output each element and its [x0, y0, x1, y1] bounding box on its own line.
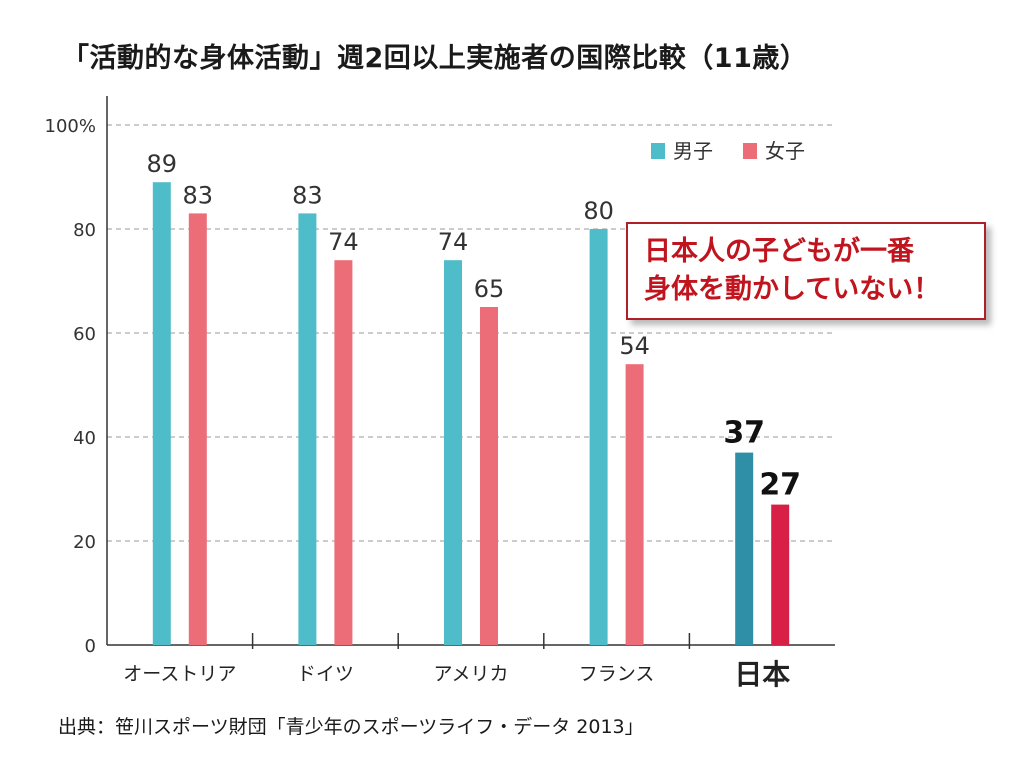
category-label: アメリカ — [433, 663, 508, 685]
bar-boys — [152, 182, 171, 645]
value-label: 54 — [619, 332, 650, 360]
category-label: フランス — [579, 663, 655, 685]
legend-swatch — [743, 143, 757, 159]
y-tick-label: 20 — [73, 532, 96, 553]
y-tick-label: 80 — [73, 220, 96, 241]
callout-line-2: 身体を動かしていない！ — [644, 274, 941, 305]
legend-label: 女子 — [765, 139, 805, 163]
value-label: 83 — [183, 181, 214, 209]
y-tick-label: 100% — [45, 116, 96, 137]
bar-boys — [735, 452, 754, 645]
value-label: 89 — [147, 150, 178, 178]
callout-box: 日本人の子どもが一番 身体を動かしていない！ — [626, 222, 986, 320]
value-label: 80 — [583, 197, 614, 225]
value-label: 37 — [723, 416, 765, 451]
bar-boys — [589, 229, 608, 645]
bar-girls — [771, 504, 790, 645]
legend-swatch — [651, 143, 665, 159]
value-label: 27 — [759, 468, 801, 503]
bar-girls — [188, 213, 207, 645]
bar-boys — [298, 213, 317, 645]
category-label: オーストリア — [123, 663, 236, 685]
callout-line-1: 日本人の子どもが一番 — [644, 236, 914, 267]
category-label: ドイツ — [297, 663, 354, 685]
legend-label: 男子 — [673, 139, 713, 163]
source-note: 出典：笹川スポーツ財団「青少年のスポーツライフ・データ 2013」 — [58, 716, 644, 738]
chart-title: 「活動的な身体活動」週2回以上実施者の国際比較（11歳） — [62, 43, 808, 74]
category-label: 日本 — [734, 658, 790, 691]
bar-girls — [625, 364, 644, 645]
y-tick-label: 40 — [73, 428, 96, 449]
value-label: 74 — [328, 228, 359, 256]
bar-girls — [480, 307, 498, 645]
value-label: 74 — [438, 228, 469, 256]
value-label: 83 — [292, 181, 323, 209]
value-label: 65 — [474, 275, 505, 303]
bar-girls — [334, 260, 353, 645]
y-tick-label: 0 — [85, 636, 96, 657]
bar-boys — [444, 260, 462, 645]
y-tick-label: 60 — [73, 324, 96, 345]
